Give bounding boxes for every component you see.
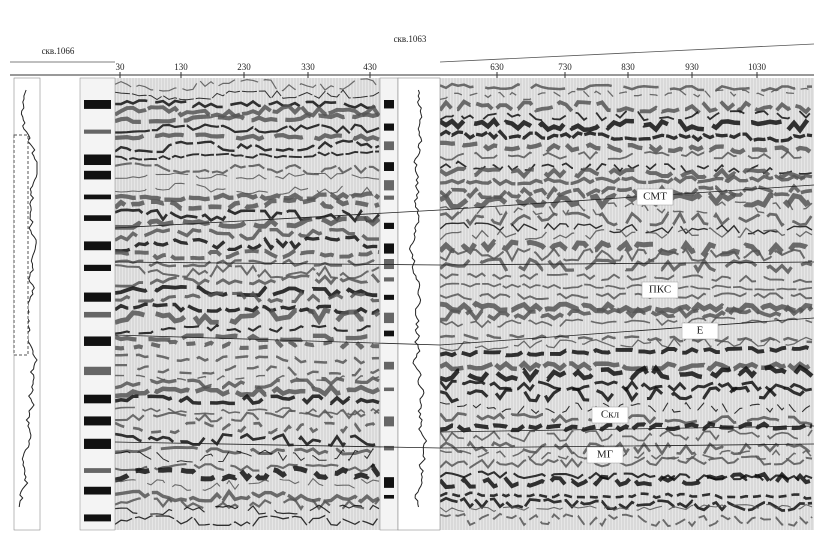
tick-label: 330: [301, 62, 315, 72]
trace-block: [84, 514, 111, 521]
trace-column: [80, 78, 115, 530]
trace-block: [84, 195, 111, 200]
trace-block: [84, 171, 111, 180]
trace-block: [384, 223, 394, 229]
trace-block: [384, 388, 394, 392]
trace-block: [84, 293, 111, 302]
trace-block: [84, 468, 111, 473]
trace-block: [384, 313, 394, 323]
trace-block: [84, 487, 111, 495]
lithology: [14, 135, 28, 355]
trace-block: [384, 277, 394, 281]
trace-block: [384, 162, 394, 171]
trace-block: [84, 395, 111, 404]
horizon-label: Е: [697, 325, 704, 337]
horizon-label: СМТ: [643, 191, 667, 203]
tick-label: 830: [621, 62, 635, 72]
tick-label: 130: [174, 62, 188, 72]
trace-block: [384, 362, 394, 370]
tick-label: 630: [490, 62, 504, 72]
seismic-section: скв.1066 скв.1063 30 130 230 330 430 630 730 83…: [0, 0, 814, 536]
trace-block: [84, 155, 111, 166]
trace-block: [84, 439, 111, 449]
tick-label: 30: [116, 62, 126, 72]
trace-block: [384, 100, 394, 108]
trace-block: [384, 259, 394, 269]
trace-block: [384, 180, 394, 190]
tick-label: 1030: [748, 62, 767, 72]
trace-block: [384, 416, 394, 426]
trace-block: [84, 416, 111, 425]
trace-block: [384, 196, 394, 200]
tick-label: 730: [558, 62, 572, 72]
tick-label: 430: [363, 62, 377, 72]
trace-block: [384, 243, 394, 253]
seismic-texture: [115, 78, 814, 530]
trace-block: [384, 124, 394, 131]
tick-label: 930: [685, 62, 699, 72]
trace-block: [84, 336, 111, 345]
trace-block: [84, 130, 111, 134]
trace-block: [384, 141, 394, 150]
trace-block: [84, 215, 111, 221]
trace-block: [84, 100, 111, 109]
trace-block: [84, 367, 111, 375]
well-label: скв.1066: [42, 46, 75, 56]
tick-label: 230: [237, 62, 251, 72]
trace-block: [384, 477, 394, 488]
horizon-label: МГ: [597, 449, 613, 461]
well-label: скв.1063: [394, 34, 427, 44]
horizon-label: ПКС: [649, 284, 671, 296]
trace-block: [84, 312, 111, 318]
horizon-label: Скл: [601, 409, 620, 421]
trace-block: [384, 295, 394, 300]
trace-block: [84, 241, 111, 250]
trace-block: [384, 331, 394, 337]
trace-block: [384, 495, 394, 499]
trace-block: [84, 265, 111, 271]
